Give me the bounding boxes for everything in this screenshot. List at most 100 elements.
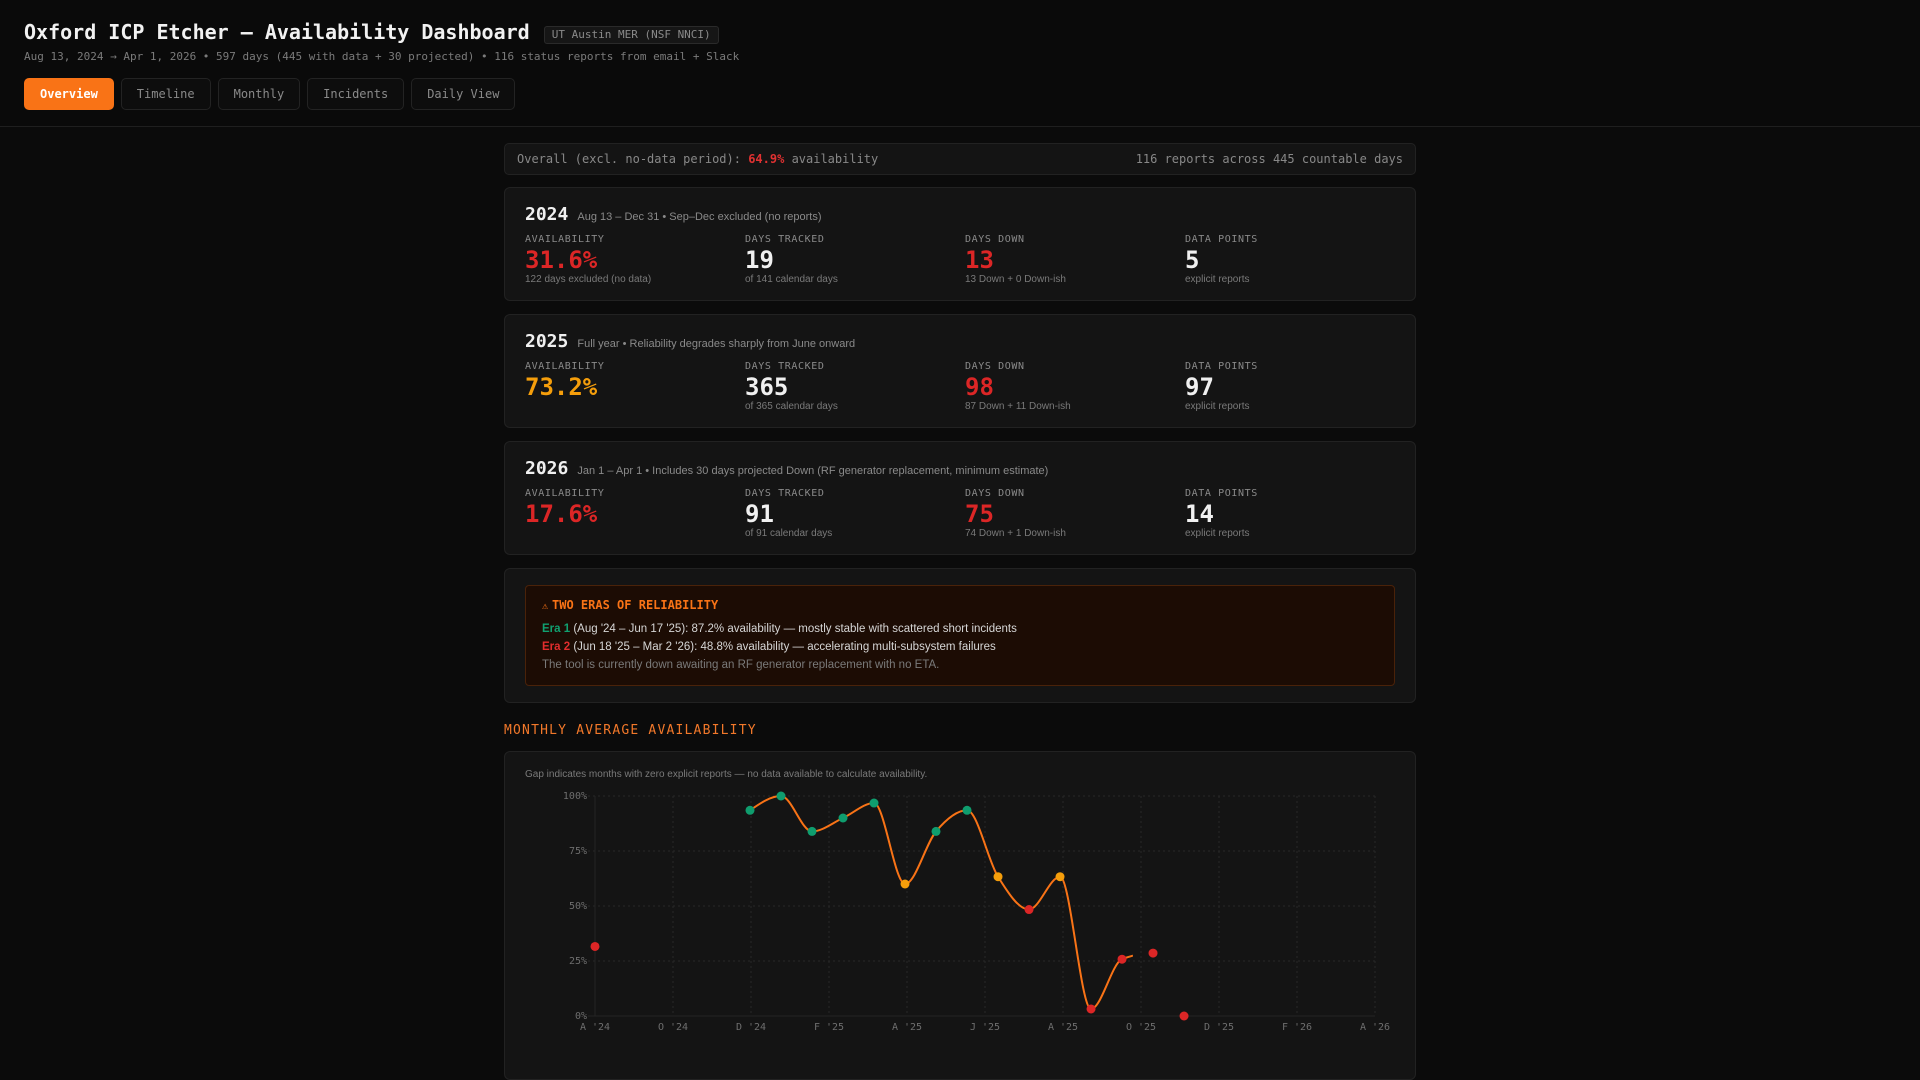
- data-point[interactable]: Aug '24: 31.6%: [590, 941, 600, 951]
- overview-panel: Overall (excl. no-data period): 64.9% av…: [504, 127, 1416, 1080]
- stat-data-points: DATA POINTS 5 explicit reports: [1185, 234, 1405, 286]
- y-axis-label: 0%: [575, 1011, 587, 1022]
- tab-timeline[interactable]: Timeline: [120, 78, 211, 110]
- year-stats: AVAILABILITY 17.6% DAYS TRACKED 91 of 91…: [525, 488, 1395, 540]
- alert-note: The tool is currently down awaiting an R…: [542, 659, 940, 671]
- stat-data-points: DATA POINTS 97 explicit reports: [1185, 361, 1405, 413]
- year-note: Jan 1 – Apr 1 • Includes 30 days project…: [577, 465, 1049, 477]
- stat-days-down: DAYS DOWN 75 74 Down + 1 Down-ish: [965, 488, 1185, 540]
- stat-label: DAYS TRACKED: [745, 234, 825, 245]
- y-axis-label: 25%: [569, 956, 587, 967]
- stat-sub: explicit reports: [1185, 274, 1250, 285]
- year-note: Aug 13 – Dec 31 • Sep–Dec excluded (no r…: [577, 211, 822, 223]
- eras-alert: ⚠ TWO ERAS OF RELIABILITY Era 1 (Aug '24 …: [525, 585, 1395, 686]
- data-point[interactable]: Jan '25: 93.5%: [745, 805, 755, 815]
- stat-sub: explicit reports: [1185, 528, 1250, 539]
- overall-availability: Overall (excl. no-data period): 64.9% av…: [517, 151, 878, 167]
- alert-title-text: TWO ERAS OF RELIABILITY: [552, 598, 719, 612]
- data-point[interactable]: Oct '25: 48.4%: [1024, 905, 1034, 915]
- stat-label: DATA POINTS: [1185, 234, 1258, 245]
- stat-days-tracked: DAYS TRACKED 91 of 91 calendar days: [745, 488, 965, 540]
- year-title: 2026: [525, 458, 569, 479]
- data-point[interactable]: Jun '25: 60%: [900, 879, 910, 889]
- stat-label: AVAILABILITY: [525, 234, 605, 245]
- x-axis-label: F '26: [1282, 1022, 1312, 1033]
- stat-sub: of 365 calendar days: [745, 401, 838, 412]
- year-stats: AVAILABILITY 31.6% 122 days excluded (no…: [525, 234, 1395, 286]
- data-point[interactable]: Apr '25: 90%: [838, 813, 848, 823]
- data-point[interactable]: Sep '25: 63.3%: [993, 872, 1003, 882]
- stat-value: 19: [745, 246, 774, 274]
- x-axis-label: A '25: [892, 1022, 922, 1033]
- tab-daily-view[interactable]: Daily View: [411, 78, 516, 110]
- data-point[interactable]: Mar '25: 83.9%: [807, 826, 817, 836]
- stat-sub: 74 Down + 1 Down-ish: [965, 528, 1066, 539]
- stat-sub: of 91 calendar days: [745, 528, 833, 539]
- data-point[interactable]: Jul '25: 83.9%: [931, 826, 941, 836]
- stat-days-tracked: DAYS TRACKED 19 of 141 calendar days: [745, 234, 965, 286]
- year-header: 2026 Jan 1 – Apr 1 • Includes 30 days pr…: [525, 458, 1395, 480]
- stat-data-points: DATA POINTS 14 explicit reports: [1185, 488, 1405, 540]
- stat-label: AVAILABILITY: [525, 361, 605, 372]
- year-header: 2024 Aug 13 – Dec 31 • Sep–Dec excluded …: [525, 204, 1395, 226]
- stat-label: DAYS DOWN: [965, 234, 1025, 245]
- stat-value: 5: [1185, 246, 1200, 274]
- data-point[interactable]: Mar '26: 0%: [1179, 1011, 1189, 1021]
- stat-days-tracked: DAYS TRACKED 365 of 365 calendar days: [745, 361, 965, 413]
- x-axis-label: A '24: [580, 1022, 610, 1033]
- stat-value: 91: [745, 500, 774, 528]
- tab-monthly[interactable]: Monthly: [217, 78, 301, 110]
- data-point[interactable]: Feb '26: 28.6%: [1148, 948, 1158, 958]
- stat-value: 98: [965, 373, 994, 401]
- year-title: 2025: [525, 331, 569, 352]
- stat-label: DATA POINTS: [1185, 361, 1258, 372]
- tab-overview[interactable]: Overview: [24, 78, 114, 110]
- year-note: Full year • Reliability degrades sharply…: [577, 338, 856, 350]
- stat-value: 97: [1185, 373, 1214, 401]
- data-point[interactable]: Aug '25: 93.5%: [962, 805, 972, 815]
- warning-icon: ⚠: [542, 601, 549, 612]
- era-1-text: (Aug '24 – Jun 17 '25): 87.2% availabili…: [573, 623, 1017, 635]
- stat-availability: AVAILABILITY 31.6% 122 days excluded (no…: [525, 234, 745, 286]
- page-title: Oxford ICP Etcher — Availability Dashboa…: [24, 20, 530, 44]
- stat-sub: [525, 528, 745, 540]
- availability-chart: 100% 75% 50% 25% 0%A '24 O '24 D '24 F '25 A '25…: [563, 791, 1390, 1033]
- x-axis-label: A '25: [1048, 1022, 1078, 1033]
- x-axis-label: D '25: [1204, 1022, 1234, 1033]
- x-axis-label: O '24: [658, 1022, 688, 1033]
- stat-value: 31.6%: [525, 246, 598, 274]
- year-card-2025: 2025 Full year • Reliability degrades sh…: [504, 314, 1416, 428]
- y-axis-label: 75%: [569, 846, 587, 857]
- x-axis-label: A '26: [1360, 1022, 1390, 1033]
- data-point[interactable]: Dec '25: 3.2%: [1086, 1004, 1096, 1014]
- tab-incidents[interactable]: Incidents: [307, 78, 405, 110]
- stat-sub: 13 Down + 0 Down-ish: [965, 274, 1066, 285]
- y-axis-label: 100%: [563, 791, 587, 802]
- data-point[interactable]: May '25: 96.8%: [869, 798, 879, 808]
- chart-caption: Gap indicates months with zero explicit …: [525, 769, 928, 780]
- x-axis-label: D '24: [736, 1022, 766, 1033]
- data-point[interactable]: Feb '25: 100%: [776, 791, 786, 801]
- overall-suffix: availability: [791, 152, 879, 166]
- stat-availability: AVAILABILITY 17.6%: [525, 488, 745, 540]
- year-card-2026: 2026 Jan 1 – Apr 1 • Includes 30 days pr…: [504, 441, 1416, 555]
- stat-sub: [525, 401, 745, 413]
- stat-sub: of 141 calendar days: [745, 274, 838, 285]
- stat-value: 73.2%: [525, 373, 598, 401]
- stat-availability: AVAILABILITY 73.2%: [525, 361, 745, 413]
- year-card-2024: 2024 Aug 13 – Dec 31 • Sep–Dec excluded …: [504, 187, 1416, 301]
- monthly-section-heading: MONTHLY AVERAGE AVAILABILITY: [504, 723, 757, 738]
- data-point[interactable]: Nov '25: 63.3%: [1055, 872, 1065, 882]
- data-point[interactable]: Jan '26: 25.8%: [1117, 954, 1127, 964]
- year-stats: AVAILABILITY 73.2% DAYS TRACKED 365 of 3…: [525, 361, 1395, 413]
- era-1-label: Era 1: [542, 623, 571, 635]
- era-2-text: (Jun 18 '25 – Mar 2 '26): 48.8% availabi…: [573, 641, 996, 653]
- stat-value: 14: [1185, 500, 1214, 528]
- overall-summary-bar: Overall (excl. no-data period): 64.9% av…: [504, 143, 1416, 175]
- page-subtitle: Aug 13, 2024 → Apr 1, 2026 • 597 days (4…: [24, 50, 740, 63]
- stat-label: DATA POINTS: [1185, 488, 1258, 499]
- stat-days-down: DAYS DOWN 13 13 Down + 0 Down-ish: [965, 234, 1185, 286]
- monthly-chart-card: Gap indicates months with zero explicit …: [504, 751, 1416, 1080]
- overall-value: 64.9%: [748, 152, 785, 166]
- overall-report-count: 116 reports across 445 countable days: [1135, 152, 1403, 166]
